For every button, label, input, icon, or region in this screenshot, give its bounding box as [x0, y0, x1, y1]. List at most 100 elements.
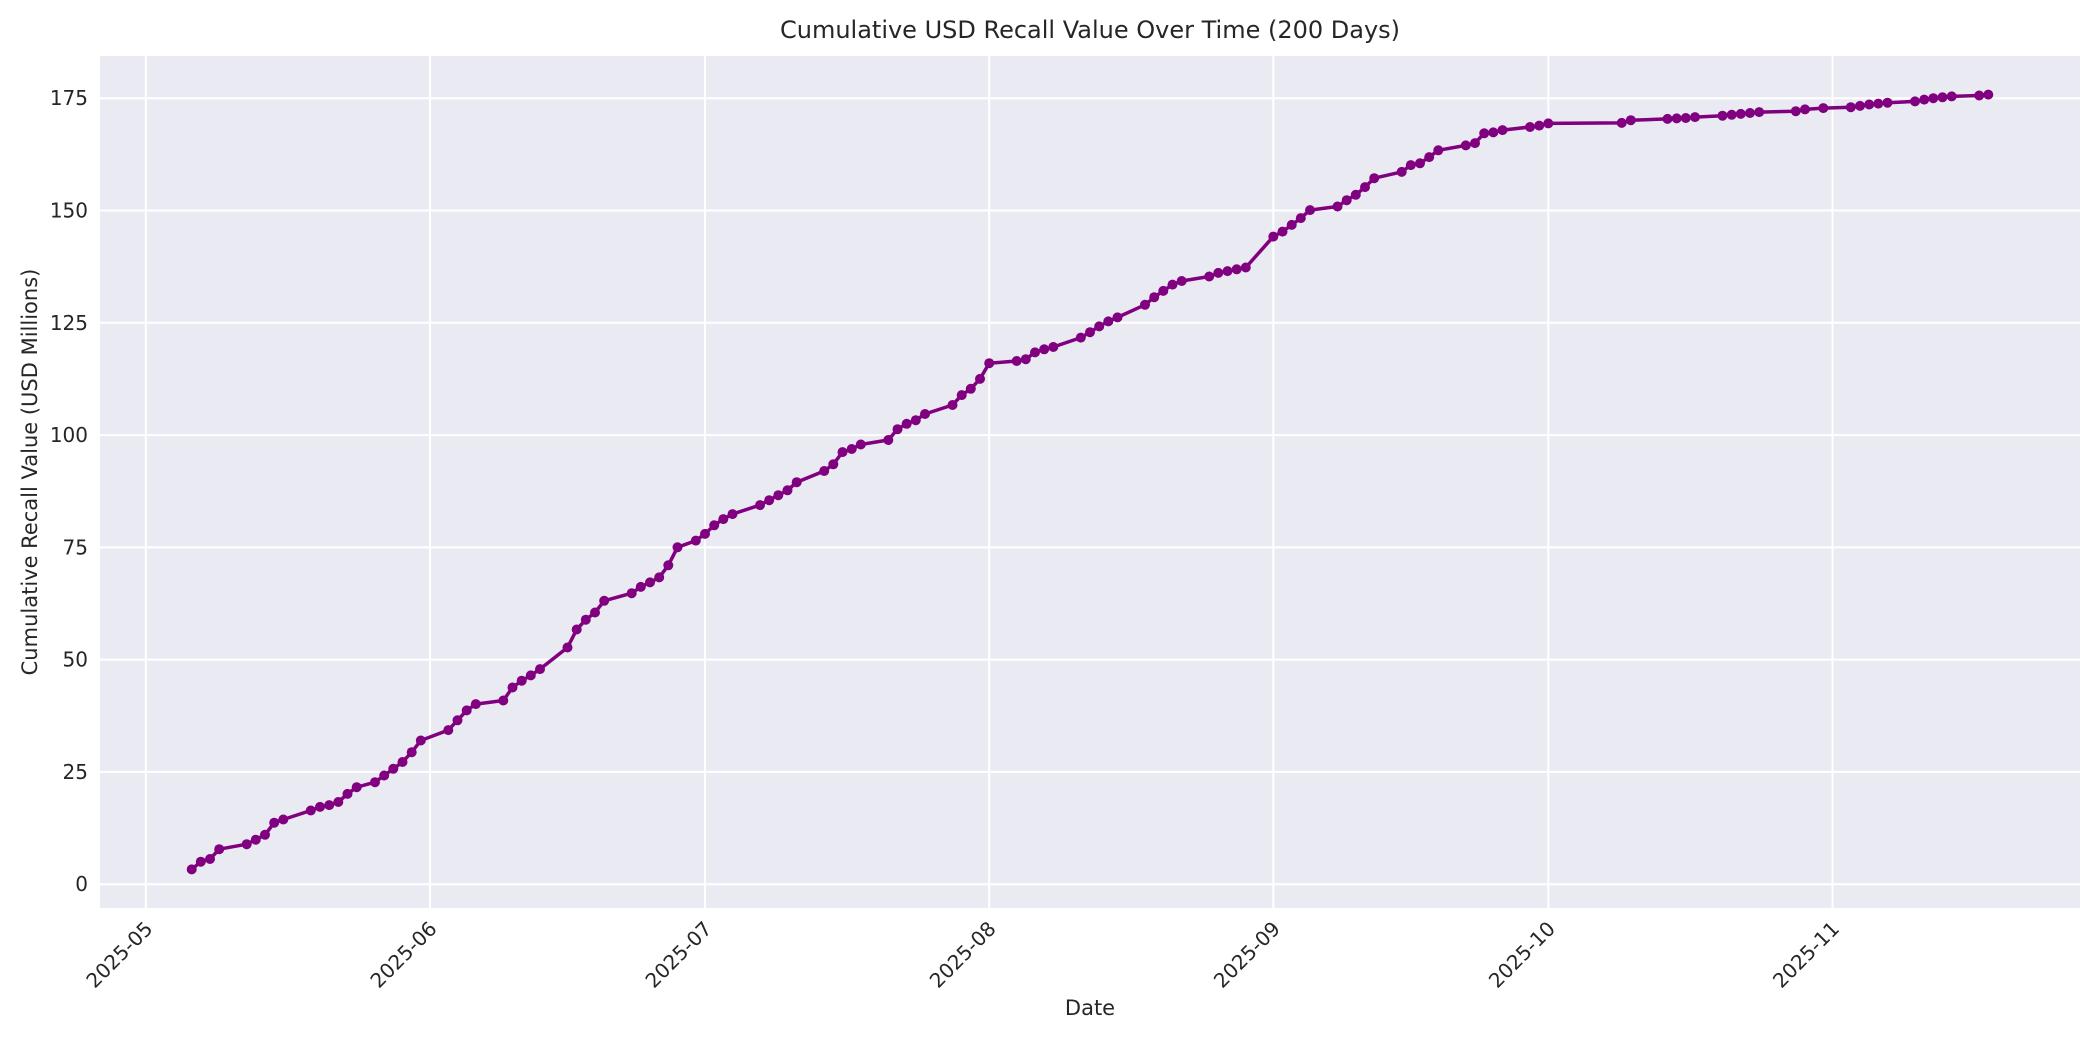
data-point [718, 514, 729, 525]
data-point [1048, 342, 1059, 352]
data-point [1525, 122, 1535, 132]
data-point [1167, 279, 1178, 290]
data-point [1176, 276, 1187, 286]
data-point [1470, 138, 1480, 149]
x-tick-label: 2025-10 [1484, 917, 1560, 993]
data-point [580, 614, 591, 625]
data-point [1305, 205, 1315, 216]
data-point [1396, 166, 1407, 177]
data-point [1268, 231, 1279, 242]
x-tick-label: 2025-11 [1768, 917, 1844, 993]
data-point [1946, 91, 1957, 102]
data-point [1286, 219, 1297, 230]
data-point [956, 390, 967, 401]
data-point [324, 800, 335, 811]
data-point [470, 699, 481, 710]
data-point [305, 805, 316, 816]
data-point [1910, 96, 1920, 107]
data-point [599, 595, 610, 606]
data-point [214, 844, 225, 855]
data-point [1616, 117, 1627, 128]
data-point [626, 588, 637, 599]
data-point [1405, 160, 1416, 171]
y-tick-label: 125 [50, 311, 88, 335]
x-axis-label: Date [1064, 996, 1116, 1020]
data-point [260, 829, 270, 840]
data-point [1039, 344, 1050, 355]
data-point [782, 485, 793, 496]
data-point [1011, 356, 1022, 366]
data-point [1213, 267, 1224, 278]
data-point [1919, 94, 1930, 105]
data-point [1534, 120, 1545, 131]
data-point [663, 560, 674, 571]
data-point [562, 642, 573, 653]
y-tick-label: 75 [63, 535, 88, 559]
data-point [1745, 108, 1755, 118]
data-point [443, 725, 454, 736]
data-point [1240, 262, 1251, 273]
data-point [535, 664, 545, 675]
data-point [1818, 103, 1829, 114]
data-point [1231, 264, 1242, 275]
data-point [764, 495, 775, 506]
data-point [397, 757, 408, 767]
data-point [333, 797, 344, 807]
data-point [654, 572, 665, 583]
data-point [1341, 195, 1352, 206]
y-tick-label: 150 [50, 199, 88, 223]
data-point [837, 447, 848, 458]
data-point [1790, 106, 1801, 117]
data-point [975, 373, 985, 384]
data-point [1085, 327, 1095, 338]
data-point [1158, 285, 1169, 296]
x-tick-label: 2025-05 [81, 917, 157, 993]
x-tick-label: 2025-07 [640, 917, 716, 993]
data-point [910, 415, 921, 426]
data-point [1415, 158, 1425, 169]
chart-title: Cumulative USD Recall Value Over Time (2… [779, 16, 1401, 44]
data-point [700, 528, 710, 539]
data-point [791, 477, 802, 488]
data-point [590, 607, 600, 618]
data-point [1295, 213, 1306, 224]
data-point [1735, 108, 1746, 119]
data-point [1937, 92, 1948, 103]
data-point [1020, 354, 1031, 365]
data-point [947, 400, 958, 410]
data-point [1360, 182, 1370, 193]
data-point [828, 459, 839, 470]
y-tick-label: 25 [63, 760, 88, 784]
y-axis-label: Cumulative Recall Value (USD Millions) [18, 268, 42, 676]
data-point [1983, 89, 1994, 100]
data-point [516, 675, 527, 686]
data-point [351, 782, 362, 793]
data-point [315, 801, 325, 812]
data-point [379, 770, 390, 781]
data-point [1332, 201, 1343, 212]
data-point [645, 577, 655, 588]
data-point [1030, 347, 1040, 358]
data-point [1754, 107, 1765, 118]
data-point [195, 856, 206, 867]
data-point [1424, 152, 1435, 163]
data-point [1488, 127, 1499, 138]
x-tick-label: 2025-08 [925, 917, 1001, 993]
y-tick-label: 175 [50, 86, 88, 110]
data-point [250, 834, 261, 845]
data-point [1149, 292, 1160, 303]
data-point [690, 535, 701, 546]
data-point [1543, 118, 1554, 129]
data-point [571, 624, 582, 635]
data-point [1094, 321, 1105, 332]
data-point [278, 814, 289, 825]
data-point [507, 682, 518, 693]
data-point [415, 735, 426, 746]
data-point [370, 777, 380, 788]
data-point [186, 864, 197, 875]
data-point [1717, 110, 1728, 121]
data-point [965, 383, 976, 394]
data-point [1855, 100, 1865, 111]
data-point [1460, 140, 1471, 151]
